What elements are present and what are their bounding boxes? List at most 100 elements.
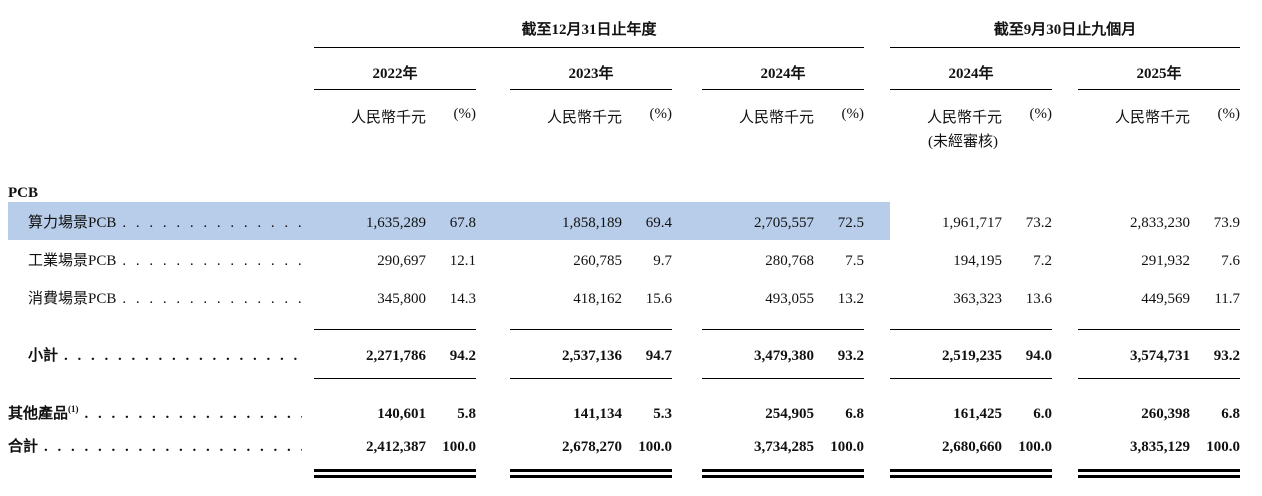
column-gap [476,278,510,316]
sum-rule [890,372,1053,379]
column-gap [864,90,890,160]
value-cell: 363,323 [953,291,1003,307]
pct-cell: 7.6 [1221,253,1241,269]
column-gap [864,202,891,240]
value-cell: 493,055 [765,291,814,307]
row-label: 消費場景PCB . . . . . . . . . . . . . . . . .… [8,278,314,316]
pct-header: (%) [841,106,865,122]
value-cell: 254,905 [765,406,814,422]
value-cell: 2,680,660 [942,439,1003,455]
sum-rule [702,316,865,330]
column-gap [864,464,890,483]
year-2024-header: 2024年 [702,47,865,90]
sum-rule [890,316,1053,330]
dot-leader: . . . . . . . . . . . . . . . . . . . . … [122,291,302,307]
column-gap [476,426,510,464]
spacer [8,316,314,330]
column-gap [672,90,702,160]
column-gap [1052,426,1078,464]
sum-rule [510,372,672,379]
pct-cell: 100.0 [1018,439,1053,455]
section-pcb-label: PCB [8,185,38,201]
column-gap [672,240,702,278]
column-gap [672,316,702,330]
double-rule [702,469,865,478]
column-gap [1052,240,1078,278]
column-gap [476,240,510,278]
value-cell: 345,800 [377,291,426,307]
pct-cell: 100.0 [830,439,865,455]
value-cell: 449,569 [1141,291,1191,307]
spacer [8,464,314,483]
pct-cell: 72.5 [814,202,865,240]
column-gap [864,8,890,48]
value-cell: 2,833,230 [1130,215,1191,231]
unit-header-unaudited: 人民幣千元 (未經審核) [890,90,1002,160]
row-consumer-pcb: 消費場景PCB . . . . . . . . . . . . . . . . .… [8,278,1240,316]
column-gap [672,464,702,483]
unit-header-row: 人民幣千元 (%) 人民幣千元 (%) 人民幣千元 (%) 人民幣千元 (未經審… [8,90,1240,160]
column-gap [864,278,890,316]
value-cell: 2,519,235 [942,347,1003,364]
row-label: 其他產品(1) . . . . . . . . . . . . . . . . .… [8,378,314,426]
pct-cell: 13.2 [837,291,865,307]
double-rule [510,469,672,478]
unit-header: 人民幣千元 [738,110,814,126]
spacer [8,90,314,160]
pct-cell: 6.8 [1221,406,1241,422]
pct-header: (%) [1217,106,1241,122]
interim-2025-header: 2025年 [1078,47,1241,90]
unit-header: 人民幣千元 [927,110,1003,126]
sum-rule-row [8,372,1241,379]
pct-cell: 7.5 [845,253,865,269]
column-gap [476,48,510,90]
pct-cell: 11.7 [1214,291,1241,307]
value-cell: 2,678,270 [562,439,622,455]
row-label-text: 其他產品(1) [8,404,79,423]
value-cell: 194,195 [953,253,1003,269]
value-cell: 3,574,731 [1130,347,1191,364]
pct-cell: 14.3 [449,291,476,307]
pct-cell: 15.6 [645,291,672,307]
pct-cell: 13.6 [1025,291,1053,307]
footnote-marker: (1) [68,404,79,414]
pct-cell: 100.0 [442,439,476,455]
column-gap [1052,378,1078,426]
value-cell: 260,785 [573,253,622,269]
value-cell: 1,858,189 [510,202,622,240]
sum-rule [314,372,476,379]
column-gap [1052,278,1078,316]
pct-cell: 69.4 [622,202,672,240]
column-gap [864,426,890,464]
value-cell: 2,705,557 [702,202,814,240]
pct-cell: 94.7 [645,347,672,364]
value-cell: 290,697 [377,253,426,269]
sum-rule-row [8,316,1241,330]
sum-rule [1078,316,1241,330]
column-gap [672,48,702,90]
double-rule [314,469,476,478]
row-compute-pcb: 算力場景PCB . . . . . . . . . . . . . . . . .… [8,202,1240,240]
row-label: 工業場景PCB . . . . . . . . . . . . . . . . .… [8,240,314,278]
row-label-text: 工業場景PCB [28,253,117,269]
pct-cell: 5.3 [653,406,672,422]
pct-cell: 93.2 [837,347,865,364]
column-gap [476,316,510,330]
period-interim-header: 截至9月30日止九個月 [890,8,1241,48]
unit-header: 人民幣千元 [546,110,622,126]
year-2023-header: 2023年 [510,47,672,90]
row-label: 小計 . . . . . . . . . . . . . . . . . . . … [8,330,314,373]
row-label-text: 合計 [8,439,39,455]
page: 截至12月31日止年度 截至9月30日止九個月 2022年 2023年 2024… [8,8,1241,483]
pct-cell: 12.1 [449,253,476,269]
column-gap [672,378,702,426]
spacer [8,8,314,48]
column-gap [476,330,510,373]
pct-cell: 9.7 [653,253,672,269]
period-header-row: 截至12月31日止年度 截至9月30日止九個月 [8,8,1241,48]
column-gap [864,378,890,426]
value-cell: 1,961,717 [942,215,1003,231]
dot-leader: . . . . . . . . . . . . . . . . . . . . … [122,215,302,231]
column-gap [672,426,702,464]
unit-header: 人民幣千元 [350,110,426,126]
